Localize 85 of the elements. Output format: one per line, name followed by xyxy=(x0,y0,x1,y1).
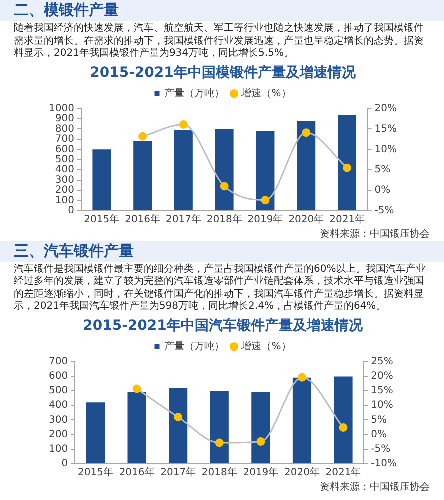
point xyxy=(256,437,266,446)
x-tick-label: 2021年 xyxy=(326,466,362,478)
x-tick-label: 2017年 xyxy=(160,466,196,478)
bar xyxy=(128,392,146,463)
x-tick-label: 2019年 xyxy=(243,466,279,478)
x-tick-label: 2018年 xyxy=(202,466,238,478)
y-tick-label: 900 xyxy=(55,113,74,124)
x-tick-label: 2021年 xyxy=(330,213,366,226)
y-tick-label: 500 xyxy=(55,154,74,165)
y2-tick-label: 10% xyxy=(374,144,398,155)
legend-label: 增速（%） xyxy=(240,340,292,352)
y-tick-label: 500 xyxy=(48,385,68,396)
y2-tick-label: 20% xyxy=(374,102,398,114)
bar xyxy=(334,376,353,463)
legend-label: 增速（%） xyxy=(240,86,292,99)
text: 汽车锻件是我国模锻件最主要的细分种类，产量占我国模锻件产量的60%以上。我国汽车产业经过多年的发展，建立了较为完整的汽车锻造零部件产业链配套体系，技术水平与锻造业强国的差距逐渐缩小，同时，在关键锻件国产化的推动下，我国汽车锻件产量稳步增长。据资料显示，2021年我国汽车锻件产量为598万吨，同比增长2.4%，占模锻件产量的64%。 xyxy=(13,262,428,314)
y-tick-label: 400 xyxy=(55,164,74,176)
point xyxy=(174,412,183,422)
bar xyxy=(252,392,270,463)
x-tick-label: 2015年 xyxy=(78,466,114,478)
y2-tick-label: -5% xyxy=(374,205,394,216)
point xyxy=(298,372,306,382)
bar xyxy=(92,149,112,210)
text: 随着我国经济的快速发展，汽车、航空航天、军工等行业也随之快速发展，推动了我国模锻件需求量的增长。在需求的推动下，我国模锻件行业发展迅速，产量也呈稳定增长的态势。据资料显示，2021年我国模锻件产量为934万吨，同比增长5.5%。 xyxy=(13,22,425,61)
y-tick-label: 700 xyxy=(48,356,68,367)
x-tick-label: 2020年 xyxy=(288,213,324,226)
bar xyxy=(256,130,275,210)
y2-tick-label: 25% xyxy=(371,356,394,367)
x-tick-label: 2016年 xyxy=(119,466,155,478)
x-tick-label: 2016年 xyxy=(125,213,161,226)
x-tick-label: 2019年 xyxy=(248,213,284,226)
y-tick-label: 0 xyxy=(68,205,74,216)
chart-title: 2015-2021年中国模锻件产量及增速情况 xyxy=(90,64,357,81)
y-tick-label: 700 xyxy=(55,134,74,145)
chart-title: 2015-2021年中国汽车锻件产量及增速情况 xyxy=(83,316,364,334)
point xyxy=(215,438,224,447)
y-tick-label: 200 xyxy=(48,428,68,440)
point xyxy=(261,196,270,204)
text: 三、汽车锻件产量 xyxy=(0,240,444,262)
point xyxy=(339,423,348,432)
y-tick-label: 1000 xyxy=(48,102,74,114)
point xyxy=(302,128,311,137)
y2-tick-label: -10% xyxy=(371,458,398,470)
point xyxy=(220,182,229,190)
point xyxy=(343,163,352,172)
y2-tick-label: 10% xyxy=(371,400,394,411)
bar xyxy=(174,130,193,210)
y-tick-label: 100 xyxy=(55,194,74,206)
y2-tick-label: 15% xyxy=(371,385,394,396)
point xyxy=(132,384,142,393)
y2-tick-label: -5% xyxy=(371,443,391,454)
text: 资料来源：中国锻压协会 xyxy=(319,482,431,494)
y-tick-label: 600 xyxy=(48,370,68,382)
bar xyxy=(215,128,234,210)
y2-tick-label: 5% xyxy=(371,414,388,426)
y-tick-label: 800 xyxy=(55,123,74,134)
y-tick-label: 400 xyxy=(48,400,68,411)
y2-tick-label: 15% xyxy=(374,123,398,134)
bar xyxy=(338,115,357,210)
x-tick-label: 2018年 xyxy=(206,213,242,226)
legend-label: 产量（万吨） xyxy=(164,86,225,99)
point xyxy=(138,132,148,140)
x-tick-label: 2015年 xyxy=(84,213,120,226)
y-tick-label: 0 xyxy=(62,458,68,470)
point xyxy=(179,120,188,128)
y-tick-label: 200 xyxy=(55,184,74,196)
text: 二、模锻件产量 xyxy=(0,0,444,21)
bar xyxy=(210,390,229,463)
x-tick-label: 2017年 xyxy=(166,213,202,226)
bar xyxy=(86,402,106,463)
y2-tick-label: 0% xyxy=(371,428,388,440)
y-tick-label: 600 xyxy=(55,144,74,155)
y2-tick-label: 5% xyxy=(374,164,391,176)
y2-tick-label: 20% xyxy=(371,370,394,382)
y-tick-label: 100 xyxy=(48,443,68,454)
y2-tick-label: 0% xyxy=(374,184,391,196)
y-tick-label: 300 xyxy=(55,174,74,186)
x-tick-label: 2020年 xyxy=(284,466,320,478)
bar xyxy=(297,120,316,210)
y-tick-label: 300 xyxy=(48,414,68,426)
bar xyxy=(134,141,152,210)
bar xyxy=(292,377,312,463)
text: 资料来源：中国锻压协会 xyxy=(319,228,431,240)
legend-label: 产量（万吨） xyxy=(164,340,225,352)
bar xyxy=(169,388,188,463)
